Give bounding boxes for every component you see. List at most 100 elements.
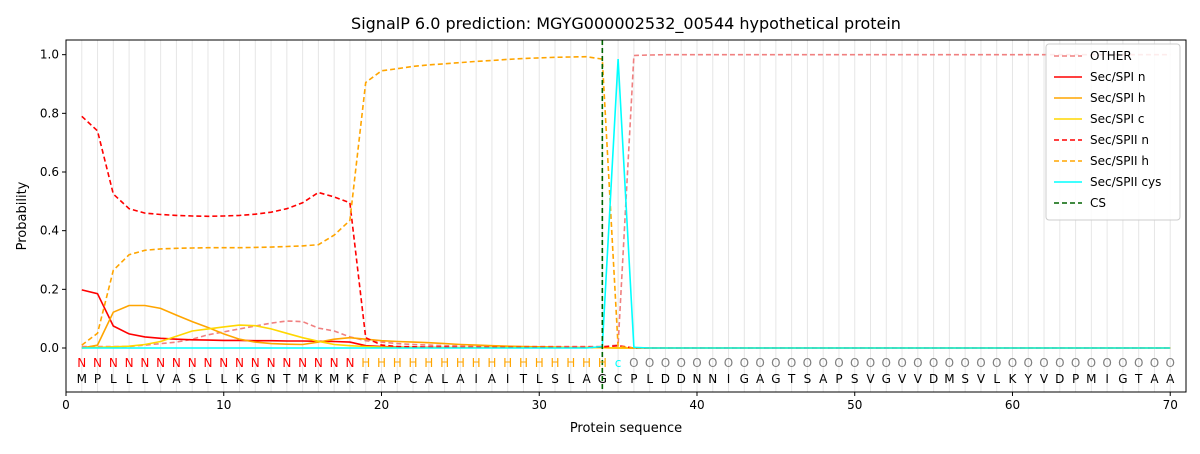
region-label: O bbox=[818, 356, 827, 370]
region-label: N bbox=[235, 356, 244, 370]
residue-label: D bbox=[677, 372, 686, 386]
x-tick-label: 10 bbox=[216, 398, 231, 412]
region-label: H bbox=[503, 356, 512, 370]
residue-label: L bbox=[567, 372, 574, 386]
region-label: H bbox=[487, 356, 496, 370]
residue-label: L bbox=[126, 372, 133, 386]
residue-label: V bbox=[914, 372, 923, 386]
residue-label: F bbox=[362, 372, 369, 386]
residue-label: A bbox=[582, 372, 591, 386]
residue-label: A bbox=[756, 372, 765, 386]
legend-label: Sec/SPI c bbox=[1090, 112, 1144, 126]
x-tick-label: 30 bbox=[532, 398, 547, 412]
region-label: O bbox=[629, 356, 638, 370]
region-label: H bbox=[456, 356, 465, 370]
residue-label: G bbox=[740, 372, 749, 386]
residue-label: K bbox=[314, 372, 323, 386]
region-label: H bbox=[424, 356, 433, 370]
residue-label: P bbox=[630, 372, 637, 386]
x-axis-label: Protein sequence bbox=[570, 421, 682, 436]
residue-label: M bbox=[329, 372, 339, 386]
sequence-annotation-layer: NMNPNLNLNLNVNANSNLNLNKNGNNNTNMNKNMNKHFHA… bbox=[77, 356, 1176, 386]
x-tick-label: 50 bbox=[847, 398, 862, 412]
series-line bbox=[81, 55, 1171, 349]
residue-label: V bbox=[977, 372, 986, 386]
region-label: O bbox=[692, 356, 701, 370]
region-label: O bbox=[708, 356, 717, 370]
region-label: N bbox=[109, 356, 118, 370]
region-label: N bbox=[267, 356, 276, 370]
residue-label: P bbox=[94, 372, 101, 386]
region-label: N bbox=[298, 356, 307, 370]
region-label: H bbox=[393, 356, 402, 370]
residue-label: G bbox=[882, 372, 891, 386]
residue-label: A bbox=[819, 372, 828, 386]
residue-label: P bbox=[394, 372, 401, 386]
residue-label: A bbox=[488, 372, 497, 386]
region-label: O bbox=[1039, 356, 1048, 370]
y-tick-label: 0.0 bbox=[40, 341, 59, 355]
residue-label: C bbox=[409, 372, 417, 386]
residue-label: L bbox=[441, 372, 448, 386]
residue-label: L bbox=[220, 372, 227, 386]
region-label: O bbox=[1102, 356, 1111, 370]
region-label: N bbox=[345, 356, 354, 370]
residue-label: V bbox=[898, 372, 907, 386]
region-label: N bbox=[219, 356, 228, 370]
x-tick-label: 20 bbox=[374, 398, 389, 412]
region-label: H bbox=[440, 356, 449, 370]
region-label: O bbox=[1134, 356, 1143, 370]
region-label: H bbox=[519, 356, 528, 370]
y-tick-label: 0.2 bbox=[40, 282, 59, 296]
plot-frame bbox=[65, 39, 1187, 393]
x-tick-label: 40 bbox=[689, 398, 704, 412]
residue-label: G bbox=[251, 372, 260, 386]
residue-label: A bbox=[456, 372, 465, 386]
region-label: O bbox=[1150, 356, 1159, 370]
residue-label: L bbox=[646, 372, 653, 386]
y-axis-label: Probability bbox=[15, 181, 30, 250]
region-label: N bbox=[251, 356, 260, 370]
residue-label: K bbox=[346, 372, 355, 386]
x-tick-label: 60 bbox=[1005, 398, 1020, 412]
region-label: H bbox=[409, 356, 418, 370]
residue-label: A bbox=[172, 372, 181, 386]
residue-label: M bbox=[944, 372, 954, 386]
residue-label: V bbox=[866, 372, 875, 386]
residue-label: S bbox=[961, 372, 969, 386]
residue-label: T bbox=[519, 372, 528, 386]
region-label: O bbox=[929, 356, 938, 370]
region-label: O bbox=[771, 356, 780, 370]
residue-label: A bbox=[1150, 372, 1159, 386]
region-label: O bbox=[724, 356, 733, 370]
region-label: O bbox=[913, 356, 922, 370]
residue-label: S bbox=[551, 372, 559, 386]
legend-label: Sec/SPII cys bbox=[1090, 175, 1161, 189]
region-label: O bbox=[740, 356, 749, 370]
residue-label: C bbox=[614, 372, 622, 386]
residue-label: M bbox=[1086, 372, 1096, 386]
legend-label: OTHER bbox=[1090, 49, 1132, 63]
residue-label: T bbox=[787, 372, 796, 386]
residue-label: I bbox=[727, 372, 731, 386]
residue-label: D bbox=[1055, 372, 1064, 386]
residue-label: M bbox=[77, 372, 87, 386]
residue-label: S bbox=[851, 372, 859, 386]
residue-label: T bbox=[282, 372, 291, 386]
residue-label: L bbox=[536, 372, 543, 386]
residue-label: G bbox=[598, 372, 607, 386]
region-label: H bbox=[550, 356, 559, 370]
y-tick-label: 0.6 bbox=[40, 165, 59, 179]
region-label: N bbox=[125, 356, 134, 370]
region-label: O bbox=[992, 356, 1001, 370]
region-label: H bbox=[582, 356, 591, 370]
residue-label: D bbox=[929, 372, 938, 386]
region-label: N bbox=[188, 356, 197, 370]
region-label: O bbox=[787, 356, 796, 370]
region-label: c bbox=[615, 356, 622, 370]
legend-label: CS bbox=[1090, 196, 1106, 210]
residue-label: M bbox=[297, 372, 307, 386]
y-tick-label: 1.0 bbox=[40, 48, 59, 62]
residue-label: I bbox=[474, 372, 478, 386]
region-label: H bbox=[361, 356, 370, 370]
